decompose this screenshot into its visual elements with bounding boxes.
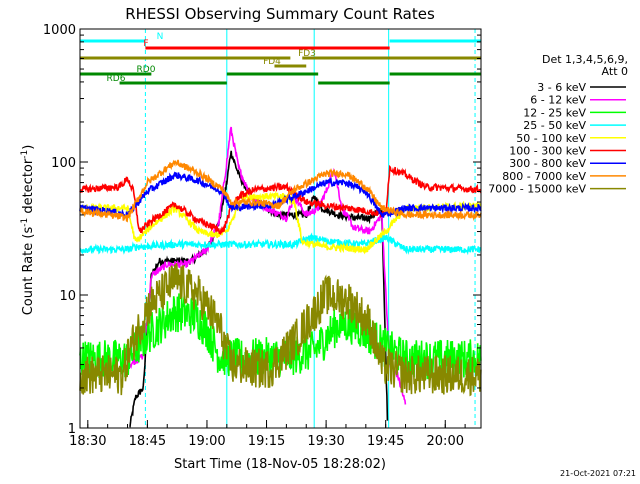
x-tick-label: 19:45 <box>367 434 404 449</box>
flag-label-rd0: RD0 <box>137 65 156 75</box>
series-line-6 <box>79 171 482 219</box>
y-tick-label: 100 <box>51 156 76 171</box>
legend-entry-label: 300 - 800 keV <box>509 157 586 170</box>
legend-entry-label: 6 - 12 keV <box>530 94 586 107</box>
legend-entry-label: 100 - 300 keV <box>509 145 586 158</box>
x-tick-label: 19:15 <box>248 434 285 449</box>
flag-label-fd3: FD3 <box>298 49 316 59</box>
series-line-8 <box>79 263 482 397</box>
x-tick-label: 18:45 <box>129 434 166 449</box>
series-line-7 <box>79 159 482 223</box>
x-tick-label: 20:00 <box>427 434 464 449</box>
legend-header: Det 1,3,4,5,6,9, <box>542 53 628 66</box>
legend-entry-label: 50 - 100 keV <box>516 132 586 145</box>
footer-date: 21-Oct-2021 07:21 <box>560 469 636 478</box>
series-line-1 <box>128 126 407 405</box>
plot-layer: NF FD3 FD4 RD0 RD6 <box>79 29 482 428</box>
legend-entry-label: 7000 - 15000 keV <box>488 183 586 196</box>
legend-entry-label: 12 - 25 keV <box>523 106 586 119</box>
flag-label-n: N <box>157 32 164 42</box>
legend-entry-label: 800 - 7000 keV <box>502 170 586 183</box>
plot-frame <box>79 28 482 429</box>
flag-label-f: F <box>143 39 148 49</box>
x-tick-label: 19:00 <box>188 434 225 449</box>
flag-label-rd6: RD6 <box>107 74 126 84</box>
series-line-5 <box>79 164 482 235</box>
y-tick-label: 1000 <box>43 23 76 38</box>
series-line-3 <box>79 232 482 256</box>
legend-entry-label: 3 - 6 keV <box>537 81 586 94</box>
y-axis-label: Count Rate (s-1 detector-1) <box>20 145 36 316</box>
x-axis-label: Start Time (18-Nov-05 18:28:02) <box>174 457 386 472</box>
x-tick-label: 18:30 <box>69 434 106 449</box>
flag-label-fd4: FD4 <box>263 57 281 67</box>
chart-title: RHESSI Observing Summary Count Rates <box>125 5 435 23</box>
legend-header: Att 0 <box>602 65 628 78</box>
axes-layer: 18:30 18:45 19:00 19:15 19:30 19:45 20:00 1 10 10… <box>43 23 481 449</box>
y-tick-label: 10 <box>59 289 76 304</box>
legend-entry-label: 25 - 50 keV <box>523 119 586 132</box>
x-tick-label: 19:30 <box>307 434 344 449</box>
y-tick-label: 1 <box>68 422 76 437</box>
